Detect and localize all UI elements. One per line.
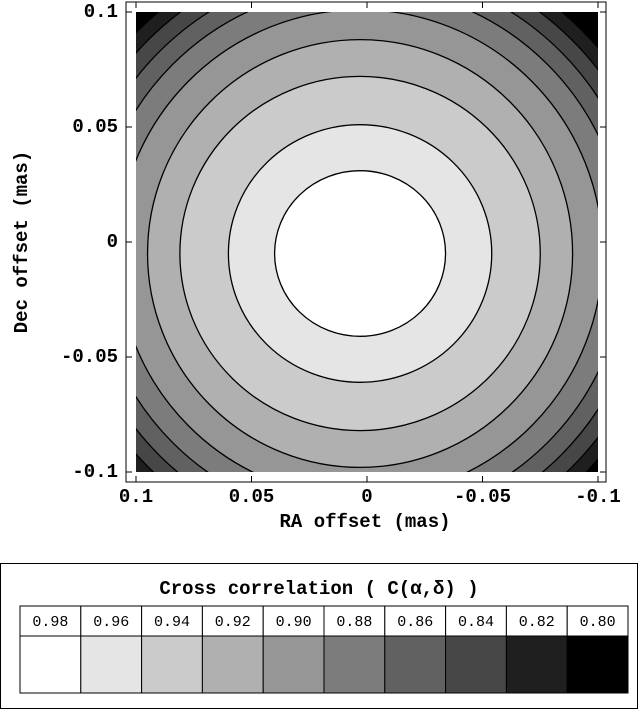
legend-swatch xyxy=(505,635,568,694)
legend-label: 0.98 xyxy=(32,614,68,631)
legend-swatch xyxy=(384,635,447,694)
legend-label-cell xyxy=(19,605,82,637)
contour xyxy=(273,170,447,337)
legend-swatch xyxy=(141,635,203,694)
x-tick-label: 0.05 xyxy=(229,486,275,508)
x-tick-label: -0.1 xyxy=(575,486,621,508)
y-tick-label: 0.1 xyxy=(84,1,118,23)
legend-swatch xyxy=(566,635,629,694)
x-axis-title: RA offset (mas) xyxy=(279,511,450,533)
y-axis-title: Dec offset (mas) xyxy=(11,151,33,333)
legend-label: 0.94 xyxy=(154,614,190,631)
legend-swatch xyxy=(262,635,325,694)
legend-title: Cross correlation ( C(α,δ) ) xyxy=(159,578,478,600)
legend-label: 0.84 xyxy=(458,614,494,631)
legend-swatch xyxy=(19,635,82,694)
legend-swatch xyxy=(445,635,507,694)
x-tick-label: 0 xyxy=(361,486,372,508)
y-tick-label: -0.1 xyxy=(72,461,118,483)
legend-label-cell xyxy=(80,605,143,637)
legend-label: 0.88 xyxy=(336,614,372,631)
legend-label: 0.82 xyxy=(519,614,555,631)
x-tick-label: 0.1 xyxy=(119,486,153,508)
plot-area xyxy=(136,12,598,472)
legend-label: 0.80 xyxy=(580,614,616,631)
legend-label-cell xyxy=(566,605,629,637)
legend-swatch xyxy=(323,635,386,694)
y-tick-label: 0.05 xyxy=(72,116,118,138)
legend-label: 0.92 xyxy=(215,614,251,631)
y-tick-label: 0 xyxy=(107,231,118,253)
legend-label-cell xyxy=(141,605,203,637)
x-tick-label: -0.05 xyxy=(454,486,511,508)
contour-group xyxy=(136,12,598,472)
legend-label-cell xyxy=(262,605,325,637)
legend-label-cell xyxy=(505,605,568,637)
legend-swatch xyxy=(201,635,264,694)
y-tick-label: -0.05 xyxy=(61,346,118,368)
legend-label: 0.90 xyxy=(276,614,312,631)
legend-label: 0.86 xyxy=(397,614,433,631)
legend-swatch xyxy=(80,635,143,694)
legend-label: 0.96 xyxy=(93,614,129,631)
